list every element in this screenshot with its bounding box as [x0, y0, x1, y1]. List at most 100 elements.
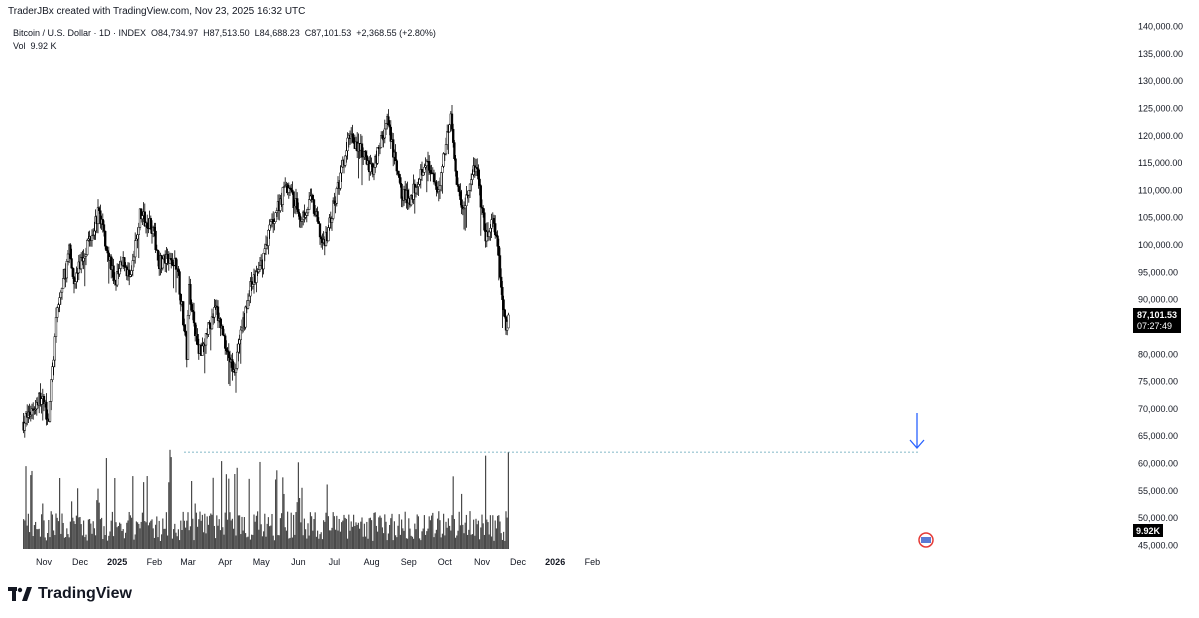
volume-bar — [153, 537, 155, 549]
volume-bar — [348, 514, 350, 549]
y-tick-label: 90,000.00 — [1138, 295, 1178, 305]
y-tick-label: 65,000.00 — [1138, 431, 1178, 441]
volume-bar — [450, 530, 452, 549]
volume-bar — [264, 513, 266, 549]
volume-bar — [31, 470, 33, 549]
candle-body — [440, 172, 443, 186]
high-value: H87,513.50 — [203, 28, 250, 38]
volume-bar — [384, 514, 386, 549]
volume-bar — [143, 482, 145, 549]
candle-body — [450, 113, 454, 130]
volume-bar — [241, 516, 243, 549]
volume-bar — [391, 513, 393, 549]
volume-bar — [451, 515, 453, 549]
candle-body — [351, 133, 354, 138]
volume-bar — [372, 540, 374, 549]
volume-bar — [355, 522, 357, 549]
volume-bar — [368, 518, 370, 549]
volume-bar — [107, 540, 109, 549]
volume-bar — [163, 528, 165, 549]
volume-bar — [125, 532, 127, 549]
volume-bar — [29, 532, 31, 549]
volume-bar — [291, 537, 293, 549]
y-tick-label: 55,000.00 — [1138, 486, 1178, 496]
volume-bar — [207, 524, 209, 549]
volume-bar — [205, 533, 207, 549]
candle-body — [501, 287, 504, 300]
volume-bar — [41, 514, 43, 549]
candle-body — [123, 257, 126, 267]
volume-bar — [140, 521, 142, 549]
volume-bar — [234, 474, 236, 549]
volume-bar — [24, 520, 26, 549]
volume-bar — [343, 514, 345, 549]
volume-bar — [275, 479, 277, 549]
tradingview-logo: TradingView — [8, 585, 132, 603]
volume-bar — [191, 481, 193, 549]
volume-bar — [503, 531, 505, 549]
volume-bar — [445, 521, 447, 549]
volume-bar — [386, 540, 388, 549]
volume-bar — [413, 538, 415, 549]
volume-bar — [399, 534, 401, 549]
volume-bar — [230, 520, 232, 549]
candle-body — [274, 212, 277, 223]
volume-bar — [379, 515, 381, 549]
volume-bar — [435, 529, 437, 549]
volume-bar — [411, 536, 413, 549]
candle-body — [227, 351, 230, 359]
volume-bar — [27, 513, 29, 549]
candle-body — [102, 224, 106, 232]
volume-bar — [311, 516, 313, 549]
candle-body — [309, 195, 312, 200]
volume-bar — [284, 527, 286, 549]
volume-bar — [109, 531, 111, 549]
volume-bar — [276, 470, 278, 549]
candle-body — [246, 300, 250, 309]
volume-bar — [95, 535, 97, 549]
x-tick-label: Oct — [438, 557, 453, 567]
candle-body — [395, 160, 398, 172]
volume-bar — [464, 522, 466, 549]
candle-body — [503, 309, 506, 317]
x-tick-label: Sep — [401, 557, 417, 567]
candle-body — [479, 185, 482, 208]
volume-bar — [51, 514, 53, 549]
candle-body — [104, 230, 107, 247]
volume-bar — [331, 527, 333, 549]
volume-bar — [416, 514, 418, 549]
volume-bar — [146, 476, 148, 549]
volume-bar — [403, 530, 405, 549]
chart-credit: TraderJBx created with TradingView.com, … — [8, 6, 306, 17]
volume-bar — [121, 530, 123, 549]
x-tick-label: 2025 — [107, 557, 127, 567]
volume-bar — [301, 487, 303, 549]
x-tick-label: Jun — [291, 557, 306, 567]
candle-body — [346, 137, 349, 152]
volume-bar — [438, 511, 440, 549]
volume-bar — [167, 535, 169, 549]
volume-bar — [174, 523, 176, 549]
volume-bar — [176, 536, 178, 549]
x-tick-label: Feb — [585, 557, 601, 567]
candle-body — [388, 124, 391, 128]
volume-bar — [68, 537, 70, 549]
candle-body — [489, 227, 492, 233]
candle-body — [244, 306, 247, 328]
volume-bar — [78, 517, 80, 549]
volume-bar — [44, 537, 46, 549]
candle-body — [129, 274, 132, 277]
volume-bar — [33, 525, 35, 549]
volume-bar — [360, 521, 362, 549]
candle-body — [311, 194, 314, 200]
volume-bar — [45, 540, 47, 549]
volume-bar — [87, 519, 89, 549]
volume-bar — [233, 528, 235, 549]
volume-bar — [505, 511, 507, 549]
candle-body — [300, 218, 304, 222]
candle-body — [394, 151, 397, 161]
candle-body — [490, 219, 493, 229]
volume-bar — [55, 513, 57, 549]
x-tick-label: Apr — [218, 557, 232, 567]
